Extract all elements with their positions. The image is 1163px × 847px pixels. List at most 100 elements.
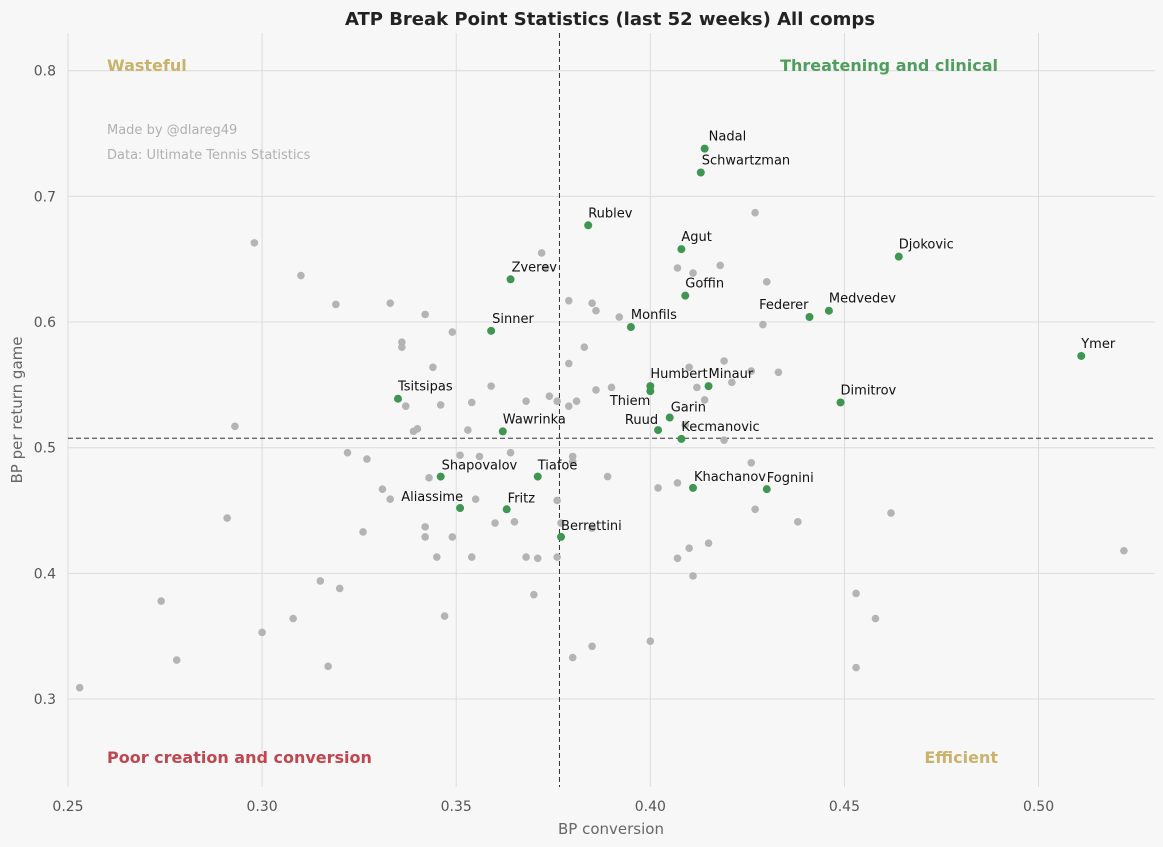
player-label-schwartzman: Schwartzman	[702, 153, 790, 168]
credit-author: Made by @dlareg49	[107, 123, 237, 138]
player-point	[747, 367, 756, 375]
player-point	[592, 306, 600, 315]
player-point	[421, 533, 429, 541]
player-point	[762, 278, 771, 286]
quadrant-labels: Wasteful Threatening and clinical Poor cre…	[107, 56, 998, 767]
y-tick-label: 0.5	[34, 441, 56, 457]
player-point-ymer	[1077, 351, 1086, 360]
player-point-schwartzman	[696, 168, 705, 177]
player-point	[774, 368, 783, 377]
y-tick-label: 0.7	[34, 189, 56, 205]
x-tick-label: 0.25	[52, 799, 83, 815]
player-point	[794, 518, 802, 526]
y-tick-label: 0.4	[34, 566, 56, 582]
player-point-tsitsipas	[393, 394, 402, 403]
player-point	[464, 426, 472, 434]
player-point	[324, 662, 332, 671]
player-label-minaur: Minaur	[709, 367, 754, 382]
player-point-nadal	[700, 144, 709, 153]
player-label-tsitsipas: Tsitsipas	[397, 380, 453, 395]
player-point	[751, 208, 759, 217]
player-point-tiafoe	[533, 472, 542, 481]
player-point	[223, 514, 231, 522]
player-label-fognini: Fognini	[767, 471, 814, 486]
player-point	[533, 554, 542, 563]
player-point	[401, 402, 410, 411]
x-axis-label: BP conversion	[558, 820, 664, 838]
quadrant-label-efficient: Efficient	[924, 748, 998, 767]
player-point	[693, 383, 701, 392]
player-label-agut: Agut	[681, 230, 711, 245]
player-point	[1120, 546, 1128, 555]
player-point	[172, 656, 181, 664]
player-point-garin	[665, 413, 674, 422]
player-point	[398, 343, 406, 351]
player-point	[615, 313, 624, 321]
player-label-aliassime: Aliassime	[401, 490, 463, 505]
player-point-sinner	[487, 326, 496, 335]
quadrant-label-threatening: Threatening and clinical	[780, 56, 998, 75]
player-point-shapovalov	[436, 472, 445, 481]
player-point	[157, 597, 165, 605]
player-point	[553, 397, 561, 406]
player-point	[852, 663, 860, 672]
player-point	[510, 518, 519, 526]
player-point	[475, 452, 484, 461]
player-point	[506, 448, 515, 457]
player-point	[654, 484, 662, 492]
player-point	[564, 359, 573, 368]
player-point	[332, 300, 340, 309]
player-point	[557, 519, 565, 527]
player-point	[359, 528, 367, 536]
player-label-kecmanovic: Kecmanovic	[681, 420, 759, 435]
player-point	[335, 584, 344, 593]
player-point	[386, 495, 395, 504]
player-point	[681, 421, 690, 429]
player-point	[588, 299, 596, 307]
player-point-rublev	[584, 221, 593, 230]
player-label-fritz: Fritz	[508, 491, 536, 506]
player-point	[689, 269, 697, 277]
player-point	[409, 427, 418, 436]
player-label-berrettini: Berrettini	[561, 519, 622, 534]
player-point-monfils	[626, 323, 635, 332]
tick-labels: 0.25 0.30 0.35 0.40 0.45 0.50 0.3 0.4 0.5 0.6 0.7 0…	[34, 64, 1054, 815]
highlighted-players-layer: Nadal Schwartzman Rublev Agut Djokovic Zverev…	[393, 130, 1116, 541]
player-point	[871, 614, 880, 623]
player-point	[250, 239, 259, 247]
player-point	[436, 401, 445, 409]
player-point	[425, 474, 433, 482]
player-point-zverev	[506, 275, 515, 284]
player-point	[580, 343, 589, 351]
player-point-fognini	[762, 485, 771, 494]
other-players-layer	[75, 208, 1128, 692]
x-tick-label: 0.50	[1023, 799, 1054, 815]
player-point-fritz	[502, 505, 511, 514]
player-point	[386, 299, 395, 307]
x-tick-label: 0.35	[441, 799, 472, 815]
player-point	[289, 614, 297, 623]
player-point	[572, 397, 581, 406]
player-point	[568, 653, 577, 662]
player-point	[673, 264, 682, 272]
player-point	[75, 683, 84, 692]
player-label-humbert: Humbert	[650, 367, 707, 382]
player-point-djokovic	[894, 252, 903, 261]
player-point-khachanov	[689, 483, 698, 492]
y-axis-label: BP per return game	[8, 337, 26, 484]
x-tick-label: 0.45	[829, 799, 860, 815]
player-point	[720, 357, 728, 365]
player-label-monfils: Monfils	[631, 308, 677, 323]
player-point	[440, 612, 449, 620]
player-point	[522, 397, 530, 406]
player-point	[673, 479, 682, 487]
player-point-wawrinka	[498, 427, 507, 436]
player-point	[530, 590, 538, 599]
y-tick-label: 0.6	[34, 315, 56, 331]
player-point	[673, 554, 682, 563]
player-point	[720, 436, 728, 444]
player-point	[603, 472, 612, 481]
player-point-agut	[677, 245, 686, 254]
player-point	[568, 457, 577, 466]
player-point	[689, 572, 697, 580]
